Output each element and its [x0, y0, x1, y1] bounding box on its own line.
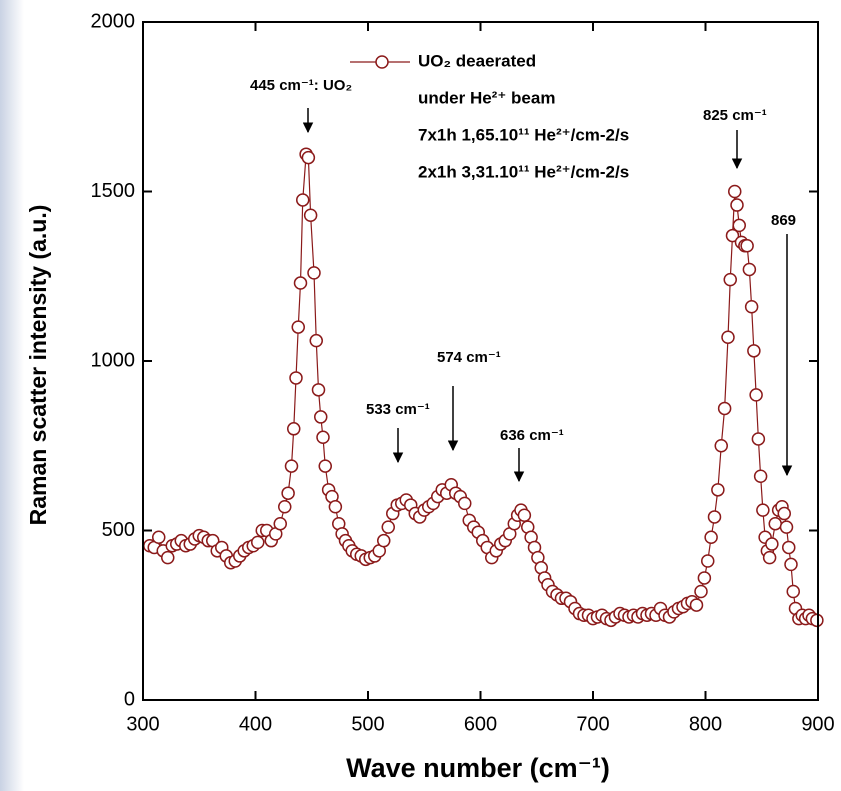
- data-point: [296, 193, 310, 207]
- data-point: [707, 510, 722, 524]
- data-point: [309, 333, 323, 348]
- x-tick-label: 600: [464, 713, 497, 735]
- data-point: [747, 344, 761, 358]
- plot-area: [142, 21, 824, 701]
- data-point: [689, 598, 704, 612]
- data-point: [732, 218, 746, 233]
- y-tick-label: 1000: [91, 349, 136, 371]
- data-point: [749, 388, 763, 402]
- data-point: [328, 500, 343, 514]
- data-point: [458, 496, 472, 511]
- data-point: [289, 371, 303, 385]
- data-point: [730, 198, 744, 212]
- legend-marker: [375, 55, 389, 69]
- data-point: [281, 486, 295, 500]
- y-tick-label: 1500: [91, 180, 136, 202]
- x-tick-label: 900: [801, 713, 834, 735]
- data-point: [721, 330, 735, 345]
- data-point: [701, 554, 715, 568]
- data-point: [744, 300, 759, 314]
- data-point: [697, 571, 712, 585]
- data-point: [777, 506, 791, 521]
- data-point: [694, 584, 708, 599]
- x-tick-label: 400: [239, 713, 272, 735]
- annotation: 869: [771, 212, 796, 229]
- data-point: [287, 422, 301, 436]
- data-point: [810, 613, 824, 628]
- data-point: [381, 520, 395, 534]
- data-point: [762, 550, 777, 565]
- data-point: [303, 208, 318, 222]
- data-point: [307, 266, 321, 280]
- data-point: [728, 184, 742, 199]
- data-point: [251, 535, 265, 550]
- data-point: [751, 432, 766, 446]
- data-point: [377, 533, 391, 548]
- legend-text: 7x1h 1,65.10¹¹ He²⁺/cm-2/s: [418, 125, 629, 144]
- y-tick-label: 2000: [91, 10, 136, 32]
- annotation: 825 cm⁻¹: [703, 107, 767, 124]
- data-point: [756, 503, 770, 517]
- annotation: 445 cm⁻¹: UO₂: [250, 77, 352, 94]
- x-tick-label: 300: [126, 713, 159, 735]
- x-tick-label: 800: [689, 713, 722, 735]
- data-point: [161, 550, 175, 565]
- data-point: [740, 238, 754, 253]
- data-point: [301, 150, 316, 165]
- data-point: [314, 410, 328, 424]
- data-point: [765, 537, 779, 551]
- y-tick-label: 0: [124, 688, 135, 710]
- annotation: 574 cm⁻¹: [437, 349, 501, 366]
- legend-text: 2x1h 3,31.10¹¹ He²⁺/cm-2/s: [418, 162, 629, 181]
- data-point: [753, 469, 768, 484]
- x-tick-label: 700: [576, 713, 609, 735]
- data-point: [742, 262, 757, 277]
- data-point: [291, 320, 305, 334]
- data-point: [273, 516, 287, 531]
- annotation: 636 cm⁻¹: [500, 427, 564, 444]
- y-tick-label: 500: [102, 519, 135, 541]
- data-point: [293, 276, 308, 290]
- data-point: [316, 430, 330, 445]
- data-point: [152, 530, 166, 545]
- data-point: [784, 557, 798, 572]
- annotation: 533 cm⁻¹: [366, 401, 430, 418]
- data-point: [723, 272, 737, 287]
- data-point: [704, 530, 718, 545]
- data-point: [278, 500, 292, 514]
- data-point: [717, 401, 732, 416]
- data-point: [786, 584, 800, 599]
- data-point: [711, 483, 725, 497]
- data-point: [725, 228, 740, 243]
- x-axis-title: Wave number (cm⁻¹): [346, 753, 610, 783]
- data-point: [768, 516, 782, 531]
- side-band: [0, 0, 24, 791]
- data-point: [311, 383, 326, 397]
- data-point: [318, 459, 332, 473]
- legend: UO₂ deaerated under He²⁺ beam 7x1h 1,65.…: [350, 51, 629, 181]
- data-point: [782, 540, 796, 555]
- y-axis-title: Raman scatter intensity (a.u.): [25, 205, 51, 526]
- plot-frame: [142, 21, 819, 701]
- legend-text: under He²⁺ beam: [418, 88, 555, 107]
- data-point: [779, 520, 794, 534]
- annotations: 445 cm⁻¹: UO₂ 533 cm⁻¹ 574 cm⁻¹ 636 cm⁻¹…: [250, 77, 796, 483]
- data-point: [714, 439, 728, 453]
- data-point: [284, 459, 299, 473]
- legend-label: UO₂ deaerated: [418, 51, 536, 70]
- x-tick-label: 500: [351, 713, 384, 735]
- data-point: [517, 508, 532, 522]
